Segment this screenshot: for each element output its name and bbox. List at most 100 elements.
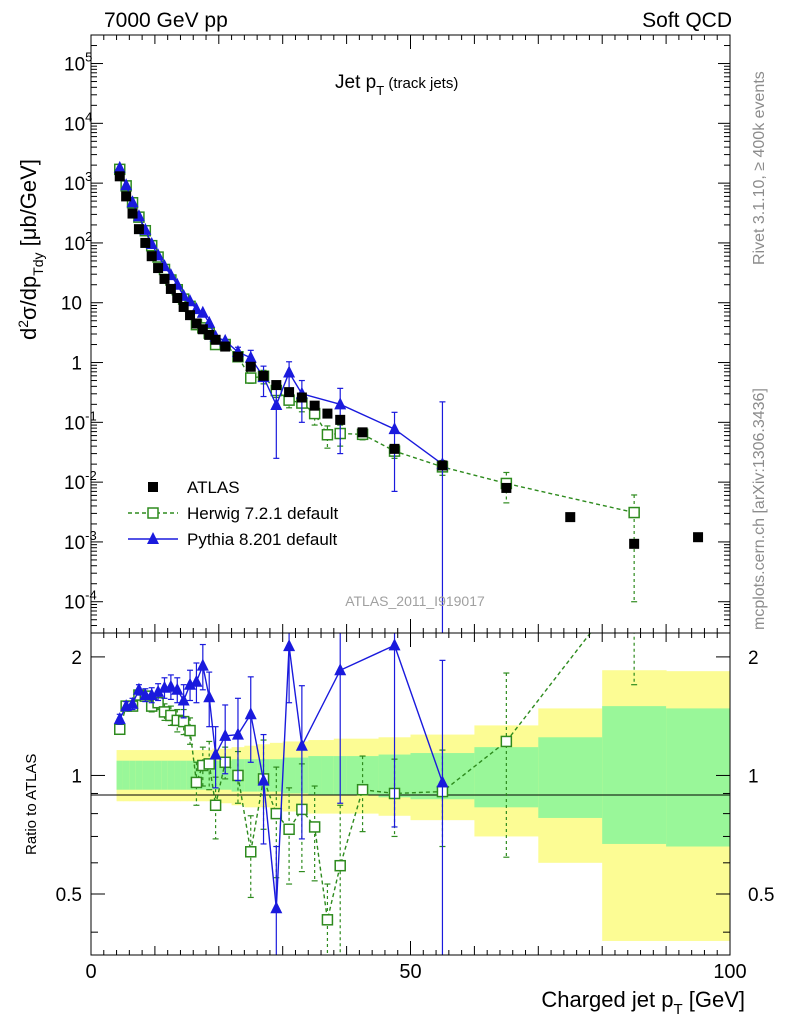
data-point [334,663,347,676]
inner-uncertainty-band [206,760,213,790]
inner-uncertainty-band [180,760,188,790]
inner-uncertainty-band [174,760,181,790]
y-tick-label: 10-1 [64,408,97,434]
data-point [231,727,244,740]
data-point [245,846,257,858]
data-point [197,324,208,335]
ratio-y-tick-label-right: 0.5 [748,885,774,906]
data-point [356,783,369,796]
data-point [113,712,126,725]
data-point [203,758,215,770]
data-point [321,428,334,441]
inner-uncertainty-band [135,760,143,790]
data-point [271,380,282,391]
ratio-panel: 0.5 0.5 1 1 2 2 0 50 100 Ratio to ATLAS Charged… [23,632,774,1018]
inner-uncertainty-band [161,760,169,790]
x-axis-label: Charged jet pT [GeV] [541,987,745,1018]
inner-uncertainty-band [308,756,322,796]
data-point [258,370,269,381]
ratio-y-tick-label-right: 1 [748,766,759,787]
data-point [127,208,138,219]
y-tick-label: 10-3 [64,528,97,554]
data-point [501,482,512,493]
data-point [172,292,183,303]
data-point [171,682,184,695]
analysis-id-label: ATLAS_2011_I919017 [345,593,485,609]
main-panel: 10-4 10-3 10-2 10-1 1 10 102 103 104 105 Jet pT (… [15,34,731,634]
data-point [565,512,576,523]
data-point [629,538,640,549]
data-point [145,688,158,701]
data-point [283,823,295,836]
y-tick-label: 10 [61,294,82,315]
inner-uncertainty-band [602,706,667,844]
data-point [244,350,257,363]
data-point [209,799,222,812]
inner-uncertainty-band [666,708,730,847]
plot-title: Jet pT (track jets) [335,72,458,98]
inner-uncertainty-band [282,757,296,794]
data-point [196,305,209,318]
process-label: Soft QCD [642,9,732,32]
data-point [334,859,346,872]
data-point [436,775,449,788]
y-tick-label: 104 [64,109,92,135]
data-point [114,723,126,736]
data-point [257,773,270,786]
rivet-version-label: Rivet 3.1.10, ≥ 400k events [751,71,768,265]
main-x-axis [90,35,731,633]
plot-title-main: Jet p [335,72,376,93]
y-tick-label: 103 [64,169,92,195]
inner-uncertainty-band [186,760,194,790]
ratio-y-tick-label: 1 [71,766,82,787]
data-point [309,400,320,411]
data-point [357,427,368,438]
legend-marker [147,532,159,544]
data-point [334,397,347,410]
inner-uncertainty-band [538,737,603,818]
inner-uncertainty-band [154,760,162,790]
inner-uncertainty-band [129,760,137,790]
data-point [500,735,513,748]
data-point [146,251,157,262]
inner-uncertainty-band [321,756,335,796]
data-point [628,506,640,519]
data-point [184,724,196,737]
main-y-axis-label: d2σ/dpTdy [μb/GeV] [15,159,46,340]
data-point [121,191,132,202]
inner-uncertainty-band [142,760,150,790]
data-point [185,310,196,321]
plot-title-suffix: (track jets) [384,75,458,92]
ratio-x-axis: 0 50 100 [85,633,747,983]
data-point [153,263,164,274]
data-point [283,365,296,378]
x-tick-label: 50 [399,961,421,983]
inner-uncertainty-band [199,760,207,790]
legend-label: Pythia 8.201 default [187,530,338,549]
y-tick-label: 105 [64,50,92,76]
data-point [132,682,145,695]
data-point [178,301,189,312]
data-point [152,684,165,697]
data-point [190,776,203,789]
data-point [120,178,133,191]
data-point [284,387,295,398]
data-point [389,443,400,454]
ratio-y-axis-label: Ratio to ATLAS [23,754,40,855]
ratio-y-tick-label: 2 [71,648,82,669]
legend-label: ATLAS [187,478,240,497]
data-point [165,283,176,294]
data-point [308,821,321,833]
legend-label: Herwig 7.2.1 default [187,504,338,523]
data-point [133,224,144,235]
y-tick-label: 102 [64,229,92,255]
data-point [219,728,232,741]
data-point [114,171,125,182]
inner-uncertainty-band [122,760,130,790]
data-point [437,460,448,471]
data-point [693,532,704,543]
legend-marker [147,507,159,519]
series-line [119,169,635,514]
mcplots-reference-label: mcplots.cern.ch [arXiv:1306.3436] [751,388,768,630]
